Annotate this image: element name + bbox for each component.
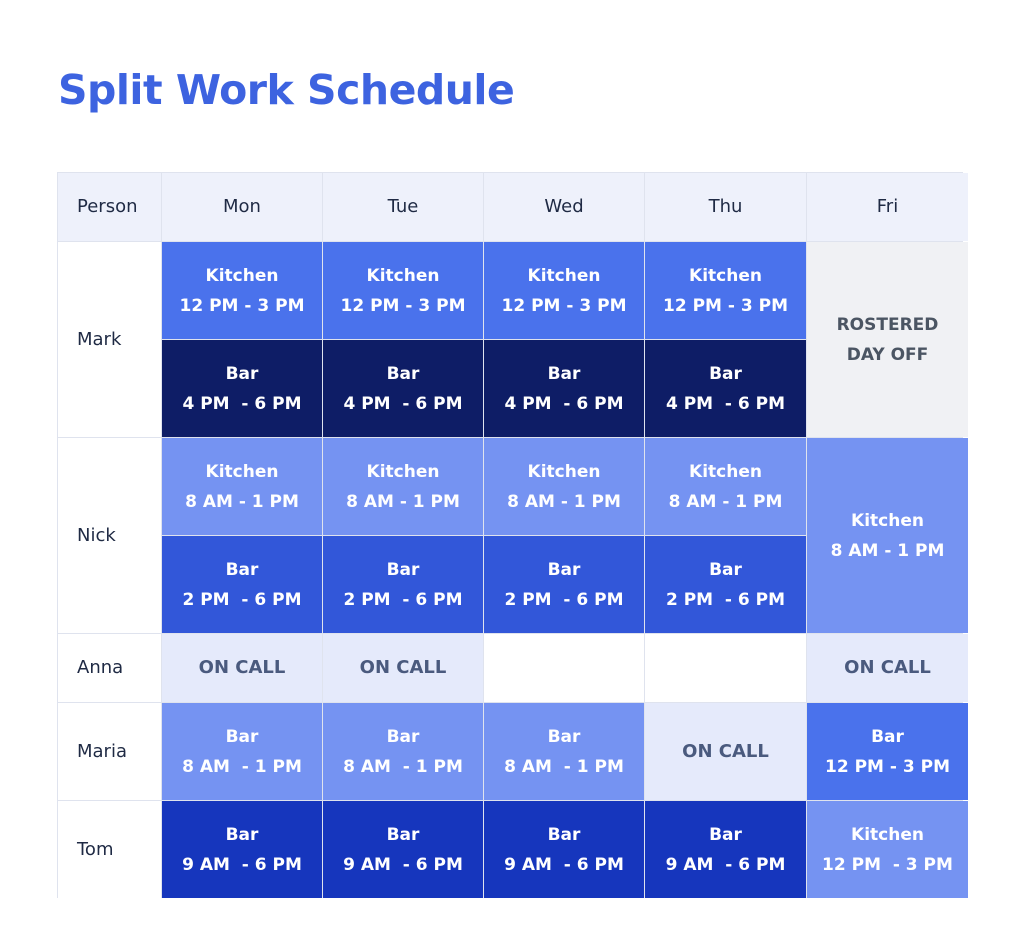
shift-cell: Bar 9 AM - 6 PM bbox=[645, 801, 806, 898]
shift-cell: Bar 9 AM - 6 PM bbox=[162, 801, 322, 898]
shift-cell: Kitchen 12 PM - 3 PM bbox=[484, 242, 644, 339]
empty-cell bbox=[645, 634, 806, 702]
on-call-cell: ON CALL bbox=[323, 634, 483, 702]
shift-cell: Kitchen 12 PM - 3 PM bbox=[162, 242, 322, 339]
shift-cell: Bar 2 PM - 6 PM bbox=[323, 536, 483, 633]
header-tue: Tue bbox=[323, 173, 483, 241]
person-anna: Anna bbox=[58, 634, 161, 702]
header-person: Person bbox=[58, 173, 161, 241]
shift-cell: Bar 9 AM - 6 PM bbox=[323, 801, 483, 898]
shift-cell: Bar 2 PM - 6 PM bbox=[162, 536, 322, 633]
shift-cell: Bar 4 PM - 6 PM bbox=[645, 340, 806, 437]
on-call-cell: ON CALL bbox=[807, 634, 968, 702]
header-fri: Fri bbox=[807, 173, 968, 241]
header-thu: Thu bbox=[645, 173, 806, 241]
shift-cell: Bar 9 AM - 6 PM bbox=[484, 801, 644, 898]
shift-cell: Kitchen 12 PM - 3 PM bbox=[645, 242, 806, 339]
person-maria: Maria bbox=[58, 703, 161, 800]
shift-cell: Bar 4 PM - 6 PM bbox=[484, 340, 644, 437]
person-nick: Nick bbox=[58, 438, 161, 633]
shift-cell: Bar 2 PM - 6 PM bbox=[645, 536, 806, 633]
shift-cell: Kitchen 12 PM - 3 PM bbox=[807, 801, 968, 898]
shift-cell: Bar 4 PM - 6 PM bbox=[162, 340, 322, 437]
shift-cell: Bar 8 AM - 1 PM bbox=[484, 703, 644, 800]
shift-cell: Bar 12 PM - 3 PM bbox=[807, 703, 968, 800]
shift-cell: Kitchen 8 AM - 1 PM bbox=[162, 438, 322, 535]
shift-cell: Kitchen 8 AM - 1 PM bbox=[645, 438, 806, 535]
empty-cell bbox=[484, 634, 644, 702]
shift-cell: Kitchen 8 AM - 1 PM bbox=[807, 438, 968, 633]
on-call-cell: ON CALL bbox=[162, 634, 322, 702]
day-off-cell: ROSTERED DAY OFF bbox=[807, 242, 968, 437]
header-mon: Mon bbox=[162, 173, 322, 241]
shift-cell: Kitchen 12 PM - 3 PM bbox=[323, 242, 483, 339]
shift-cell: Bar 8 AM - 1 PM bbox=[323, 703, 483, 800]
person-tom: Tom bbox=[58, 801, 161, 898]
shift-cell: Bar 8 AM - 1 PM bbox=[162, 703, 322, 800]
page-title: Split Work Schedule bbox=[58, 66, 515, 114]
shift-cell: Kitchen 8 AM - 1 PM bbox=[484, 438, 644, 535]
person-mark: Mark bbox=[58, 242, 161, 437]
shift-cell: Bar 4 PM - 6 PM bbox=[323, 340, 483, 437]
shift-cell: Kitchen 8 AM - 1 PM bbox=[323, 438, 483, 535]
schedule-table: Person Mon Tue Wed Thu Fri Mark Kitchen 1… bbox=[57, 172, 968, 898]
shift-cell: Bar 2 PM - 6 PM bbox=[484, 536, 644, 633]
on-call-cell: ON CALL bbox=[645, 703, 806, 800]
header-wed: Wed bbox=[484, 173, 644, 241]
